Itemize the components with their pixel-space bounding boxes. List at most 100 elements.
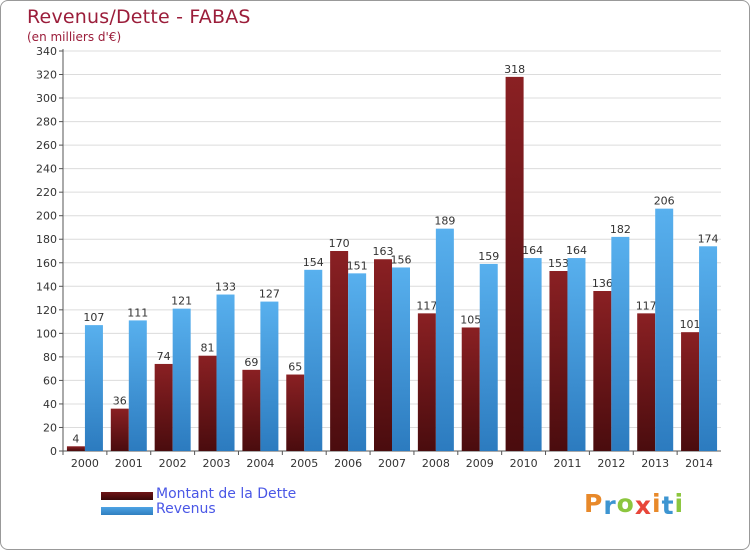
y-tick-label: 280	[36, 116, 57, 129]
bar-revenue	[699, 246, 718, 451]
data-label-debt: 81	[201, 342, 215, 355]
x-tick-label: 2012	[597, 457, 625, 470]
y-tick-label: 160	[36, 257, 57, 270]
bar-revenue	[392, 267, 410, 451]
data-label-debt: 117	[416, 299, 437, 312]
x-tick-label: 2010	[510, 457, 538, 470]
bar-revenue	[523, 258, 542, 451]
data-label-debt: 136	[592, 277, 613, 290]
data-label-revenue: 111	[127, 306, 148, 319]
data-label-revenue: 133	[215, 281, 236, 294]
bar-revenue	[655, 208, 674, 451]
y-tick-label: 200	[36, 210, 57, 223]
data-label-revenue: 164	[566, 244, 587, 257]
x-tick-label: 2009	[466, 457, 494, 470]
y-tick-label: 20	[43, 421, 57, 434]
data-label-debt: 4	[72, 432, 79, 445]
bar-revenue	[172, 308, 191, 451]
bar-revenue	[611, 236, 630, 451]
y-tick-label: 100	[36, 327, 57, 340]
y-tick-label: 120	[36, 304, 57, 317]
x-tick-label: 2000	[71, 457, 99, 470]
y-tick-label: 240	[36, 163, 57, 176]
y-tick-label: 40	[43, 398, 57, 411]
bar-revenue	[260, 301, 279, 451]
data-label-debt: 69	[244, 356, 258, 369]
x-tick-label: 2005	[290, 457, 318, 470]
y-tick-label: 220	[36, 186, 57, 199]
proxiti-logo: Proxiti	[584, 489, 685, 520]
data-label-revenue: 159	[478, 250, 499, 263]
data-label-debt: 153	[548, 257, 569, 270]
bar-revenue	[216, 294, 235, 451]
bar-revenue	[84, 325, 103, 451]
bar-debt	[198, 355, 217, 451]
legend-swatch-debt	[101, 492, 153, 500]
bar-revenue	[479, 263, 498, 451]
data-label-debt: 163	[373, 245, 394, 258]
bar-debt	[66, 446, 85, 451]
bar-debt	[505, 76, 524, 451]
data-label-debt: 65	[288, 361, 302, 374]
data-label-revenue: 121	[171, 295, 192, 308]
data-label-revenue: 127	[259, 288, 280, 301]
bar-debt	[374, 259, 392, 451]
x-tick-label: 2006	[334, 457, 362, 470]
bar-revenue	[304, 269, 323, 451]
y-tick-label: 60	[43, 374, 57, 387]
bar-debt	[242, 369, 261, 451]
x-tick-label: 2007	[378, 457, 406, 470]
data-label-debt: 74	[157, 350, 171, 363]
data-label-debt: 117	[636, 299, 657, 312]
bar-revenue	[348, 273, 367, 451]
data-label-revenue: 151	[347, 259, 368, 272]
bar-revenue	[567, 258, 586, 451]
data-label-revenue: 154	[303, 256, 324, 269]
y-tick-label: 180	[36, 233, 57, 246]
legend-swatch-revenue	[101, 507, 153, 515]
bar-debt	[593, 291, 612, 451]
data-label-debt: 318	[504, 63, 525, 76]
bar-debt	[330, 251, 349, 451]
data-label-revenue: 189	[434, 215, 455, 228]
y-tick-label: 80	[43, 351, 57, 364]
x-tick-label: 2013	[641, 457, 669, 470]
chart-title: Revenus/Dette - FABAS	[27, 6, 251, 28]
legend-label-debt: Montant de la Dette	[156, 486, 297, 502]
y-tick-label: 260	[36, 139, 57, 152]
x-tick-label: 2001	[115, 457, 143, 470]
x-tick-label: 2003	[203, 457, 231, 470]
data-label-debt: 101	[680, 318, 701, 331]
x-tick-label: 2004	[246, 457, 274, 470]
data-label-revenue: 156	[391, 253, 412, 266]
data-label-revenue: 206	[654, 195, 675, 208]
legend-label-revenue: Revenus	[156, 501, 216, 517]
bar-debt	[417, 313, 436, 451]
x-tick-label: 2014	[685, 457, 713, 470]
data-label-revenue: 174	[698, 232, 719, 245]
data-label-revenue: 107	[83, 311, 104, 324]
x-tick-label: 2011	[553, 457, 581, 470]
data-label-debt: 105	[460, 313, 481, 326]
data-label-revenue: 182	[610, 223, 631, 236]
bar-revenue	[128, 320, 147, 451]
y-tick-label: 320	[36, 69, 57, 82]
bar-debt	[681, 332, 700, 451]
bar-debt	[154, 363, 173, 451]
data-label-revenue: 164	[522, 244, 543, 257]
y-tick-label: 140	[36, 280, 57, 293]
data-label-debt: 170	[329, 237, 350, 250]
y-tick-label: 0	[50, 445, 57, 458]
y-tick-label: 340	[36, 45, 57, 58]
chart-subtitle: (en milliers d'€)	[27, 30, 122, 44]
bar-debt	[549, 271, 568, 451]
bar-debt	[286, 374, 305, 451]
data-label-debt: 36	[113, 395, 127, 408]
bar-debt	[637, 313, 656, 451]
bar-debt	[110, 408, 129, 451]
bar-debt	[461, 327, 480, 451]
bar-revenue	[435, 228, 454, 451]
x-tick-label: 2002	[159, 457, 187, 470]
